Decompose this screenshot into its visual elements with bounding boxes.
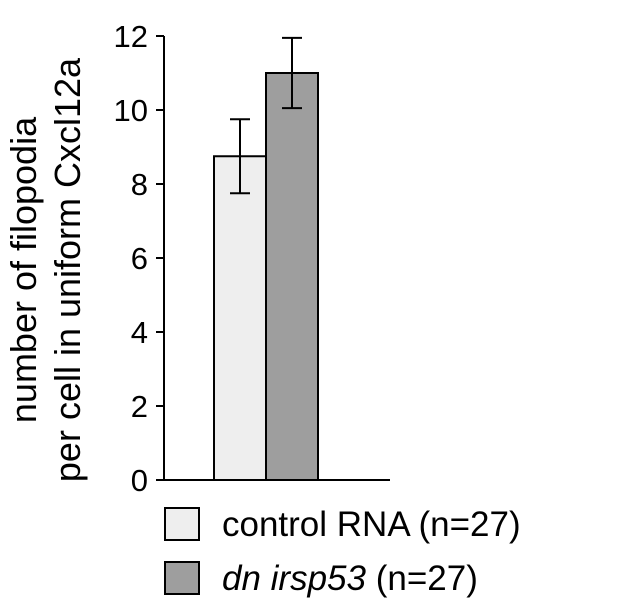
y-axis-label-line-2: per cell in uniform Cxcl12a (47, 57, 88, 482)
legend-label-name: control RNA (222, 505, 411, 544)
y-tick-label: 6 (131, 241, 148, 276)
legend-label-count: (n=27) (366, 559, 478, 598)
y-axis-ticks: 0 2 4 6 8 10 12 (114, 19, 164, 498)
bar (213, 155, 267, 481)
y-tick-label: 10 (114, 93, 148, 128)
y-tick-label: 4 (131, 315, 148, 350)
y-axis-label-line-1: number of filopodia (3, 116, 44, 423)
legend-label-count: (n=27) (409, 505, 521, 544)
legend-swatch (164, 507, 200, 541)
y-tick-label: 8 (131, 167, 148, 202)
y-tick-label: 0 (131, 463, 148, 498)
axes (163, 36, 390, 481)
legend-swatch (164, 561, 200, 595)
bars (213, 72, 319, 481)
y-tick-label: 2 (131, 389, 148, 424)
y-tick-label: 12 (114, 19, 148, 54)
y-axis-label: number of filopodia per cell in uniform … (3, 57, 88, 482)
error-bars (230, 36, 302, 195)
bar (265, 72, 319, 481)
legend-label: control RNA (n=27) (222, 505, 521, 544)
legend: control RNA (n=27)dn irsp53 (n=27) (164, 505, 521, 598)
legend-item: dn irsp53 (n=27) (164, 559, 478, 598)
legend-item: control RNA (n=27) (164, 505, 521, 544)
legend-label: dn irsp53 (n=27) (222, 559, 478, 598)
legend-label-name: dn irsp53 (222, 559, 367, 598)
